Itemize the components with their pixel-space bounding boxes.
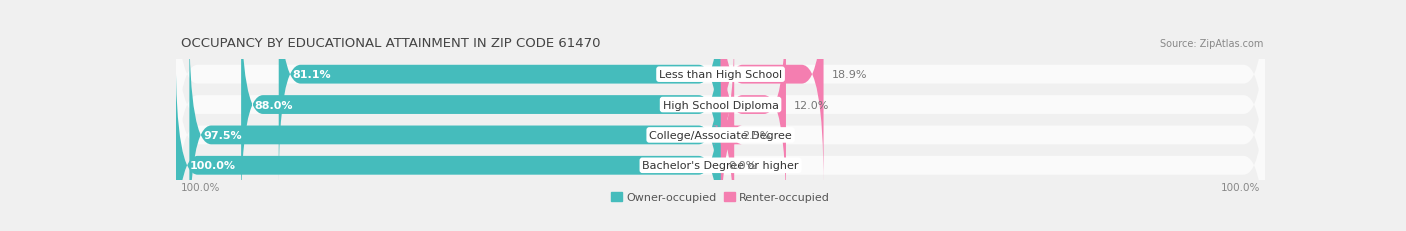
- Text: 88.0%: 88.0%: [254, 100, 294, 110]
- Text: 12.0%: 12.0%: [794, 100, 830, 110]
- Text: Bachelor's Degree or higher: Bachelor's Degree or higher: [643, 161, 799, 170]
- FancyBboxPatch shape: [176, 0, 1265, 217]
- FancyBboxPatch shape: [190, 24, 721, 231]
- FancyBboxPatch shape: [278, 0, 721, 186]
- FancyBboxPatch shape: [713, 24, 742, 231]
- Text: 100.0%: 100.0%: [190, 161, 235, 170]
- Text: 2.5%: 2.5%: [742, 130, 770, 140]
- Text: High School Diploma: High School Diploma: [662, 100, 779, 110]
- Text: Less than High School: Less than High School: [659, 70, 782, 80]
- Text: 0.0%: 0.0%: [728, 161, 756, 170]
- Text: Source: ZipAtlas.com: Source: ZipAtlas.com: [1160, 39, 1263, 49]
- Legend: Owner-occupied, Renter-occupied: Owner-occupied, Renter-occupied: [606, 188, 835, 207]
- Text: 97.5%: 97.5%: [202, 130, 242, 140]
- Text: 81.1%: 81.1%: [292, 70, 330, 80]
- FancyBboxPatch shape: [242, 0, 721, 217]
- Text: College/Associate Degree: College/Associate Degree: [650, 130, 792, 140]
- FancyBboxPatch shape: [176, 54, 721, 231]
- Text: 100.0%: 100.0%: [181, 182, 221, 192]
- Text: OCCUPANCY BY EDUCATIONAL ATTAINMENT IN ZIP CODE 61470: OCCUPANCY BY EDUCATIONAL ATTAINMENT IN Z…: [181, 37, 600, 50]
- Text: 100.0%: 100.0%: [1220, 182, 1260, 192]
- FancyBboxPatch shape: [176, 0, 1265, 186]
- FancyBboxPatch shape: [721, 0, 824, 186]
- Text: 18.9%: 18.9%: [832, 70, 868, 80]
- FancyBboxPatch shape: [176, 24, 1265, 231]
- FancyBboxPatch shape: [176, 54, 1265, 231]
- FancyBboxPatch shape: [721, 0, 786, 217]
